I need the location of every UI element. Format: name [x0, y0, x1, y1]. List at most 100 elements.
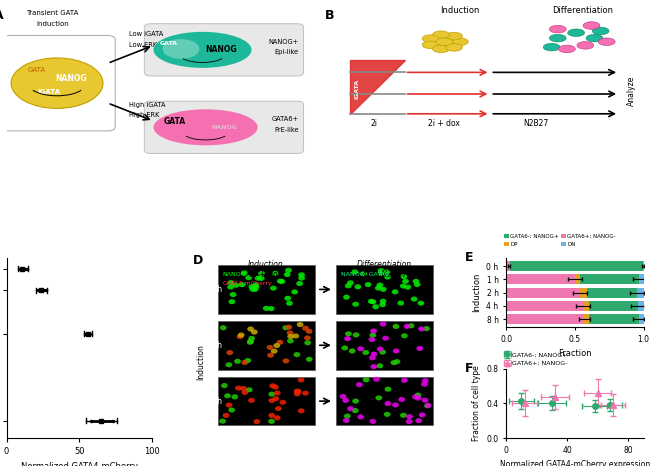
Bar [589, 301, 638, 311]
Ellipse shape [422, 35, 439, 42]
Text: F: F [465, 362, 473, 375]
Bar [336, 377, 434, 425]
Ellipse shape [378, 271, 385, 275]
Ellipse shape [226, 350, 233, 355]
Ellipse shape [370, 364, 377, 369]
Ellipse shape [275, 406, 281, 411]
Ellipse shape [397, 301, 404, 306]
Ellipse shape [451, 38, 468, 46]
Ellipse shape [370, 329, 377, 334]
Ellipse shape [586, 34, 603, 42]
Ellipse shape [227, 284, 234, 289]
Ellipse shape [394, 359, 400, 364]
Bar [580, 274, 640, 284]
Ellipse shape [567, 29, 584, 36]
Text: E: E [465, 251, 473, 264]
Ellipse shape [353, 332, 359, 337]
Ellipse shape [291, 289, 298, 295]
Ellipse shape [268, 413, 275, 418]
Ellipse shape [266, 345, 274, 350]
Ellipse shape [247, 340, 254, 345]
Ellipse shape [345, 283, 352, 288]
Ellipse shape [406, 419, 413, 424]
Text: High iGATA: High iGATA [129, 102, 166, 108]
Ellipse shape [306, 329, 313, 334]
Ellipse shape [304, 340, 311, 345]
Ellipse shape [358, 346, 364, 351]
Ellipse shape [224, 393, 231, 398]
Bar [218, 321, 315, 370]
Text: iGATA: iGATA [38, 89, 61, 95]
Ellipse shape [415, 396, 422, 401]
Ellipse shape [345, 331, 352, 336]
Ellipse shape [263, 306, 270, 311]
Text: Induction: Induction [196, 344, 205, 380]
Ellipse shape [287, 334, 294, 339]
Ellipse shape [543, 43, 560, 51]
X-axis label: Fraction: Fraction [558, 350, 592, 358]
Text: NANOG: NANOG [205, 45, 237, 54]
Ellipse shape [400, 274, 408, 279]
Text: Low ERK: Low ERK [129, 42, 157, 48]
Ellipse shape [298, 275, 305, 281]
Ellipse shape [268, 398, 275, 403]
Ellipse shape [240, 386, 247, 391]
Ellipse shape [369, 419, 376, 424]
Text: D: D [193, 254, 203, 267]
Ellipse shape [298, 272, 305, 277]
Ellipse shape [223, 413, 229, 418]
Ellipse shape [302, 391, 309, 396]
Ellipse shape [239, 282, 246, 287]
Bar [506, 274, 575, 284]
Ellipse shape [413, 279, 419, 284]
Ellipse shape [284, 272, 291, 277]
Ellipse shape [445, 32, 462, 40]
Legend: GATA6-; NANOG+, GATA6+; NANOG-: GATA6-; NANOG+, GATA6+; NANOG- [502, 350, 569, 369]
Ellipse shape [418, 326, 425, 331]
Text: GATA: GATA [160, 41, 178, 46]
Text: NANOG  GATA6: NANOG GATA6 [341, 272, 389, 277]
Ellipse shape [162, 39, 200, 59]
Ellipse shape [268, 391, 275, 397]
Ellipse shape [274, 391, 281, 396]
Ellipse shape [384, 274, 391, 280]
Ellipse shape [369, 333, 376, 338]
Ellipse shape [445, 44, 462, 51]
Ellipse shape [255, 276, 261, 281]
Ellipse shape [422, 378, 429, 383]
Bar [586, 288, 637, 297]
Ellipse shape [221, 383, 228, 388]
Ellipse shape [267, 353, 274, 358]
Ellipse shape [362, 350, 369, 355]
Ellipse shape [436, 38, 453, 46]
Ellipse shape [11, 58, 103, 109]
Ellipse shape [392, 402, 399, 407]
Ellipse shape [277, 279, 283, 284]
Ellipse shape [406, 414, 413, 419]
Text: induction: induction [36, 21, 69, 27]
Ellipse shape [433, 31, 449, 39]
Text: 8 h: 8 h [211, 397, 222, 405]
Ellipse shape [384, 269, 391, 274]
Text: Differentiation
40 h N2B27: Differentiation 40 h N2B27 [358, 260, 412, 279]
Ellipse shape [298, 377, 304, 383]
Ellipse shape [244, 358, 251, 363]
Ellipse shape [229, 292, 237, 297]
Ellipse shape [392, 289, 398, 295]
Text: PrE-like: PrE-like [274, 127, 299, 133]
Ellipse shape [368, 299, 374, 304]
Bar [218, 265, 315, 314]
Ellipse shape [356, 382, 363, 387]
Ellipse shape [402, 279, 409, 284]
Ellipse shape [294, 352, 300, 357]
Ellipse shape [247, 339, 254, 344]
Ellipse shape [549, 25, 566, 33]
Ellipse shape [226, 362, 232, 367]
Text: GATA6+: GATA6+ [272, 116, 299, 122]
Ellipse shape [379, 302, 386, 307]
Bar [336, 321, 434, 370]
Ellipse shape [298, 408, 305, 413]
Text: High ERK: High ERK [129, 112, 159, 118]
Ellipse shape [274, 343, 280, 348]
Ellipse shape [241, 270, 248, 275]
